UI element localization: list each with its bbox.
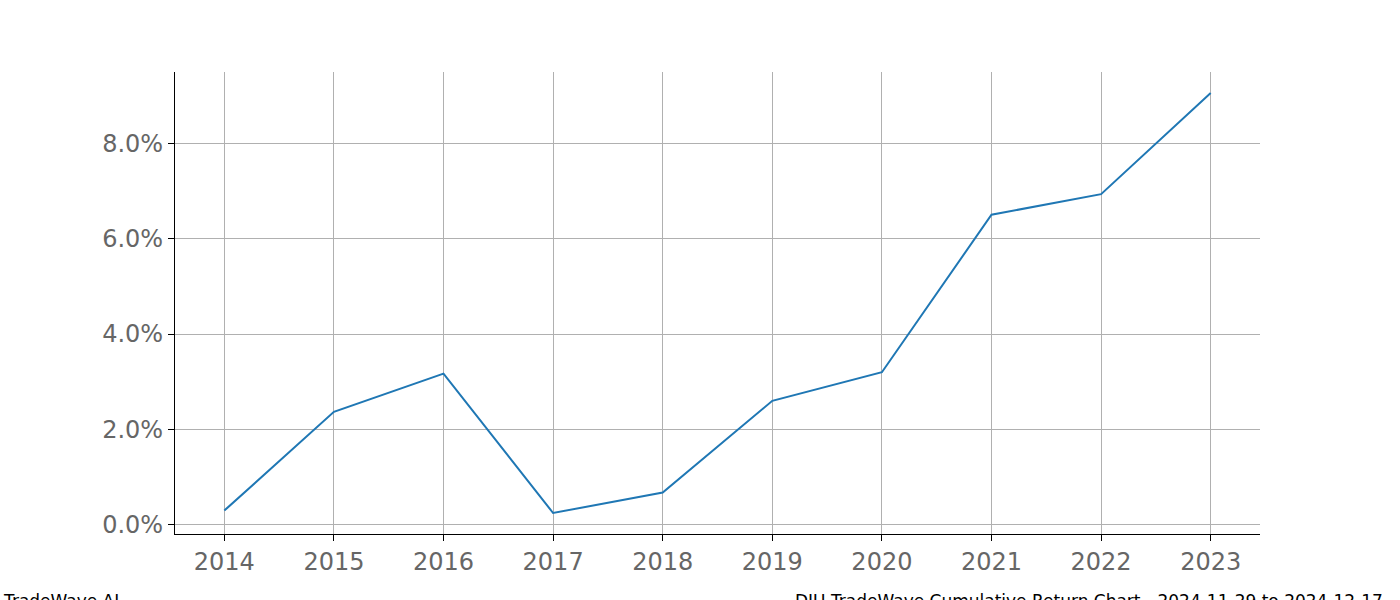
- svg-text:2016: 2016: [413, 548, 474, 576]
- svg-text:2014: 2014: [194, 548, 255, 576]
- svg-text:4.0%: 4.0%: [102, 320, 163, 348]
- svg-text:2023: 2023: [1180, 548, 1241, 576]
- svg-text:2019: 2019: [742, 548, 803, 576]
- svg-text:8.0%: 8.0%: [102, 130, 163, 158]
- svg-text:DJU TradeWave Cumulative Retur: DJU TradeWave Cumulative Return Chart - …: [795, 591, 1383, 600]
- svg-text:2017: 2017: [523, 548, 584, 576]
- svg-text:TradeWave.AI: TradeWave.AI: [3, 591, 119, 600]
- svg-text:2015: 2015: [303, 548, 364, 576]
- svg-text:2022: 2022: [1071, 548, 1132, 576]
- svg-text:2018: 2018: [632, 548, 693, 576]
- svg-text:2.0%: 2.0%: [102, 416, 163, 444]
- svg-text:2020: 2020: [851, 548, 912, 576]
- svg-text:0.0%: 0.0%: [102, 511, 163, 539]
- svg-text:2021: 2021: [961, 548, 1022, 576]
- svg-text:6.0%: 6.0%: [102, 225, 163, 253]
